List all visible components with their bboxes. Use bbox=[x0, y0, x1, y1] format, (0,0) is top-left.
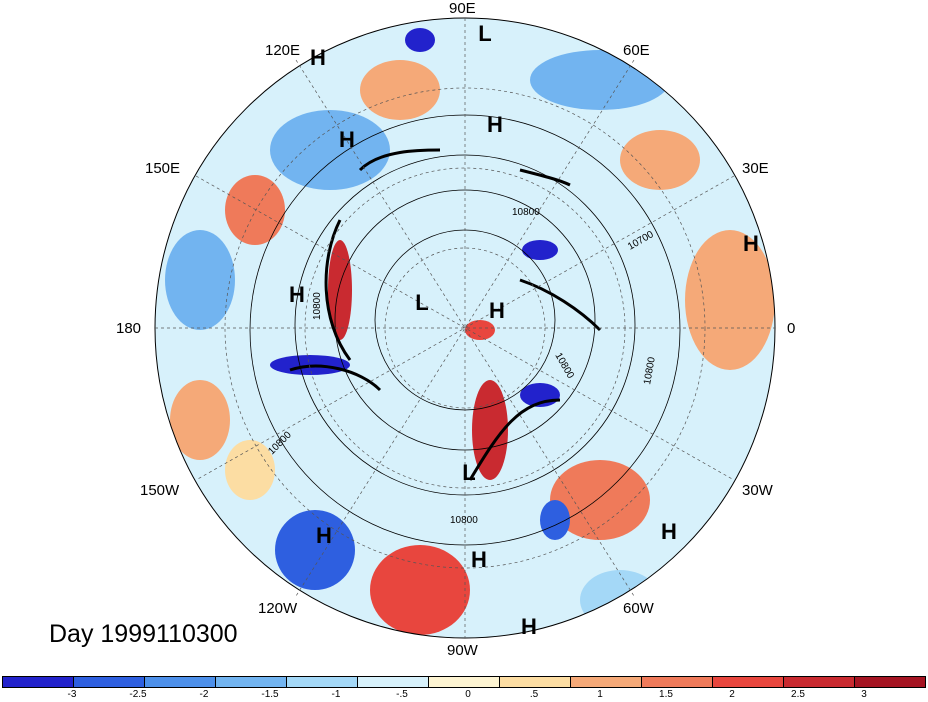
colorbar-tick-label: 3 bbox=[861, 689, 867, 700]
pressure-center-high: H bbox=[471, 547, 487, 572]
lon-label-120e: 120E bbox=[265, 42, 301, 59]
pressure-center-low: L bbox=[415, 290, 429, 315]
colorbar-tick-label: -.5 bbox=[396, 689, 408, 700]
colorbar-tick-label: -1 bbox=[331, 689, 341, 700]
contour-label: 10800 bbox=[642, 356, 658, 386]
lon-label-0: 0 bbox=[787, 320, 796, 337]
colorbar-cell bbox=[358, 677, 429, 687]
colorbar-cell bbox=[642, 677, 713, 687]
lon-label-120w: 120W bbox=[258, 600, 298, 617]
colorbar-cell bbox=[429, 677, 500, 687]
pressure-center-high: H bbox=[661, 519, 677, 544]
lon-label-60w: 60W bbox=[623, 600, 654, 617]
contour-label: 10800 bbox=[312, 292, 323, 320]
pressure-center-high: H bbox=[339, 127, 355, 152]
colorbar-cell bbox=[287, 677, 358, 687]
colorbar-tick-label: -2 bbox=[199, 689, 209, 700]
pressure-center-high: H bbox=[489, 298, 505, 323]
pressure-center-high: H bbox=[487, 112, 503, 137]
pressure-center-high: H bbox=[289, 282, 305, 307]
colorbar-cell bbox=[74, 677, 145, 687]
colorbar-tick-label: -1.5 bbox=[261, 689, 279, 700]
colorbar-tick-label: 1 bbox=[597, 689, 603, 700]
colorbar-cell bbox=[571, 677, 642, 687]
lon-label-30e: 30E bbox=[742, 160, 769, 177]
contour-label: 10800 bbox=[512, 207, 540, 218]
colorbar-tick-label: 2.5 bbox=[791, 689, 805, 700]
colorbar bbox=[2, 676, 926, 688]
lon-label-30w: 30W bbox=[742, 482, 773, 499]
pressure-center-high: H bbox=[316, 523, 332, 548]
colorbar-cell bbox=[713, 677, 784, 687]
colorbar-cell bbox=[500, 677, 571, 687]
contour-label: 10800 bbox=[450, 515, 478, 526]
lon-label-90w: 90W bbox=[447, 642, 478, 659]
pressure-center-high: H bbox=[521, 614, 537, 639]
colorbar-cell bbox=[784, 677, 855, 687]
pressure-center-high: H bbox=[743, 231, 759, 256]
colorbar-tick-label: 1.5 bbox=[659, 689, 673, 700]
pressure-center-low: L bbox=[462, 460, 476, 485]
lon-label-60e: 60E bbox=[623, 42, 650, 59]
lon-label-150e: 150E bbox=[145, 160, 181, 177]
lon-label-90e: 90E bbox=[449, 0, 476, 17]
colorbar-cell bbox=[216, 677, 287, 687]
graticule bbox=[155, 18, 775, 638]
lon-label-180: 180 bbox=[116, 320, 142, 337]
lon-label-150w: 150W bbox=[140, 482, 180, 499]
colorbar-cell bbox=[855, 677, 925, 687]
colorbar-tick-label: 2 bbox=[729, 689, 735, 700]
colorbar-cell bbox=[145, 677, 216, 687]
colorbar-cell bbox=[3, 677, 74, 687]
pressure-center-low: L bbox=[478, 21, 492, 46]
pressure-center-high: H bbox=[310, 45, 326, 70]
date-label: Day 1999110300 bbox=[49, 620, 238, 648]
colorbar-tick-label: -2.5 bbox=[129, 689, 147, 700]
colorbar-tick-label: .5 bbox=[529, 689, 539, 700]
colorbar-tick-label: -3 bbox=[67, 689, 77, 700]
colorbar-tick-label: 0 bbox=[465, 689, 471, 700]
